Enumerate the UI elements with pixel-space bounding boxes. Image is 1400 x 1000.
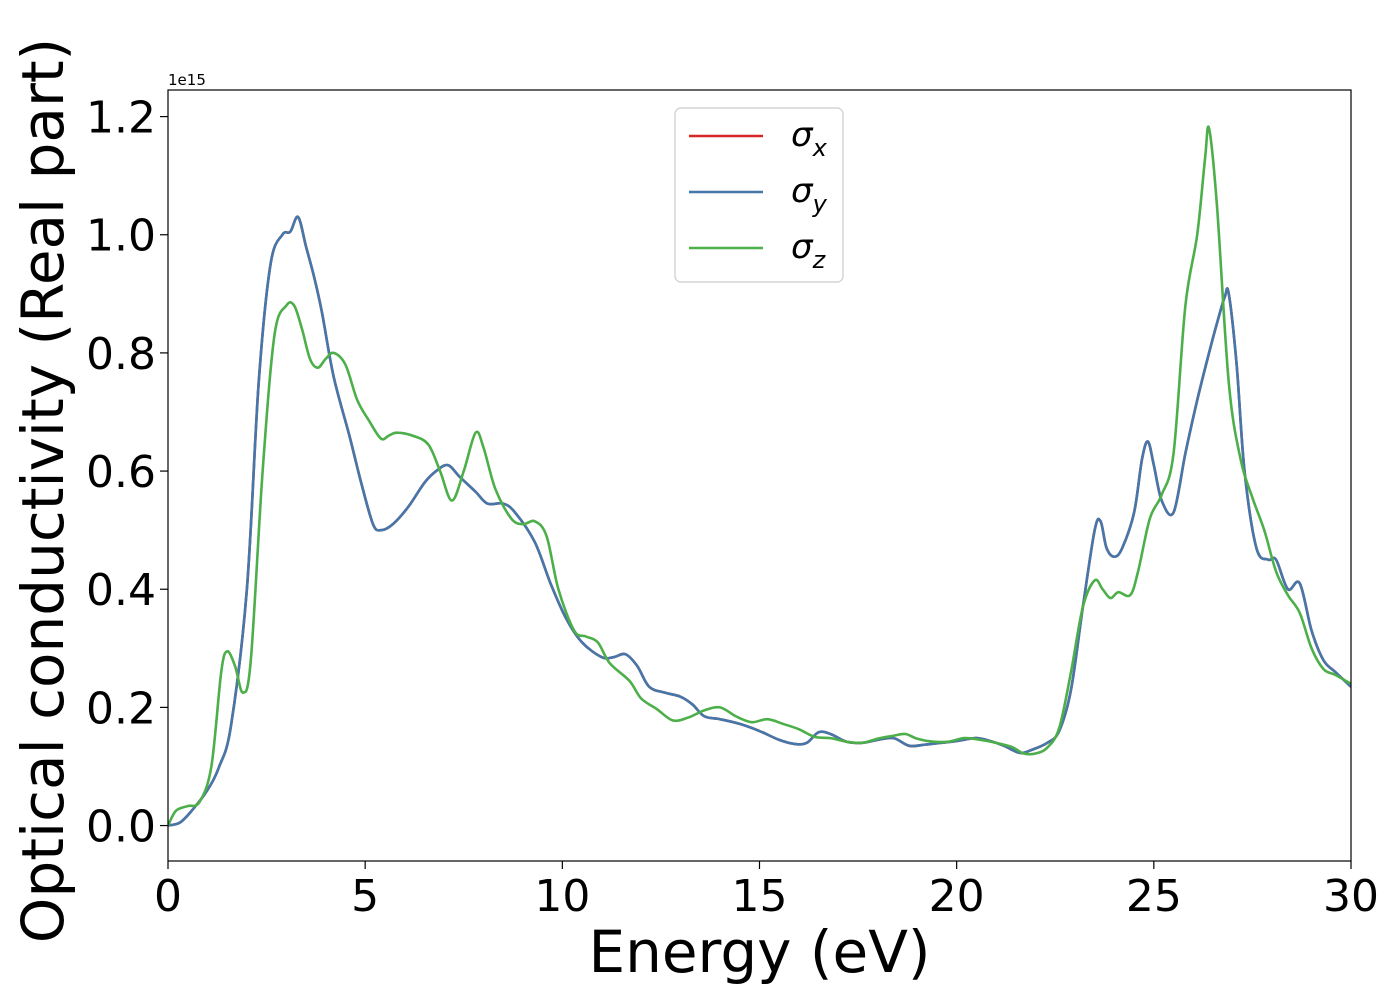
y-offset-label: 1e15 [168,71,206,89]
y-tick-label: 0.0 [86,802,156,853]
y-tick-label: 1.2 [86,93,156,144]
x-axis-label: Energy (eV) [588,918,930,986]
legend-label: σz [791,227,827,274]
legend-item-sigma-y: σy [689,171,828,218]
x-tick-label: 5 [351,871,379,922]
y-tick-label: 1.0 [86,211,156,262]
legend-box [674,107,844,283]
legend: σx σy σz [674,107,844,283]
x-axis-ticks: 0 5 10 15 20 25 30 [154,861,1379,922]
series-line-sigma-y [168,215,1351,827]
x-tick-label: 30 [1323,871,1379,922]
series-line-sigma-z [168,125,1351,827]
x-tick-label: 20 [929,871,985,922]
y-tick-label: 0.4 [86,565,156,616]
x-tick-label: 0 [154,871,182,922]
y-tick-label: 0.2 [86,683,156,734]
y-axis-ticks: 0.0 0.2 0.4 0.6 0.8 1.0 1.2 [86,93,168,853]
x-tick-label: 25 [1126,871,1182,922]
legend-item-sigma-z: σz [689,227,827,274]
x-tick-label: 10 [534,871,590,922]
series-layer [168,125,1351,827]
y-axis-label: Optical conductivity (Real part) [9,38,77,943]
legend-item-sigma-x: σx [689,115,828,162]
legend-label: σy [791,171,828,218]
x-tick-label: 15 [732,871,788,922]
y-tick-label: 0.8 [86,329,156,380]
legend-label: σx [791,115,828,162]
y-tick-label: 0.6 [86,447,156,498]
